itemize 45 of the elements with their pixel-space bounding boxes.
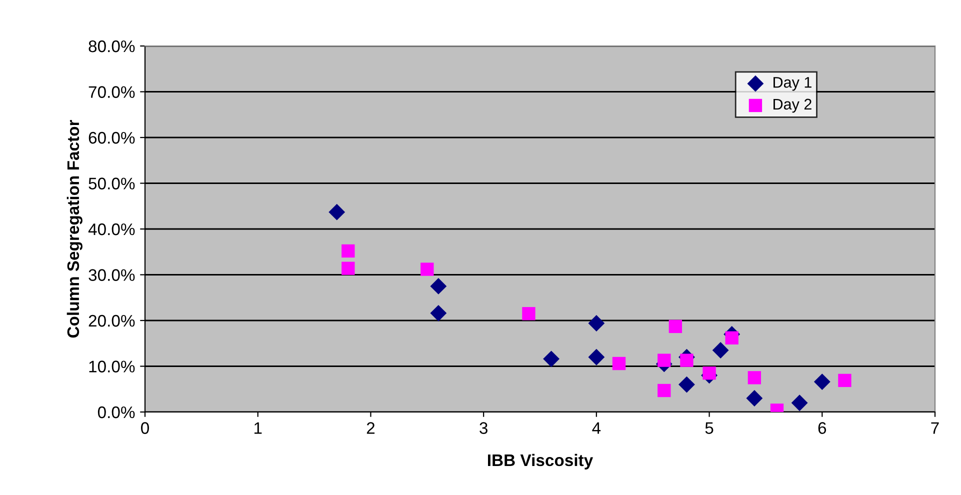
- y-tick-label: 50.0%: [88, 178, 135, 190]
- x-tick-label: 1: [254, 422, 262, 434]
- point: [814, 374, 830, 390]
- point: [342, 262, 355, 275]
- point: [748, 371, 762, 384]
- y-tick-label: 0.0%: [98, 406, 135, 418]
- point: [420, 262, 434, 276]
- x-tick-label: 4: [592, 422, 601, 434]
- point: [522, 307, 536, 320]
- point: [680, 354, 694, 367]
- point: [658, 384, 671, 398]
- point: [342, 244, 355, 258]
- point: [328, 204, 346, 220]
- point: [543, 350, 560, 368]
- y-tick-label: 20.0%: [88, 314, 135, 327]
- point: [725, 331, 738, 344]
- y-tick-label: 80.0%: [88, 40, 135, 52]
- legend-label: Day 2: [774, 98, 812, 113]
- point: [678, 376, 695, 393]
- point: [702, 366, 716, 380]
- x-axis-title: IBB Viscosity: [488, 454, 594, 470]
- point: [658, 354, 671, 367]
- legend-label: Day 1: [774, 77, 812, 91]
- point: [838, 374, 852, 388]
- x-tick-label: 3: [480, 422, 488, 434]
- point: [712, 342, 729, 358]
- y-tick-label: 60.0%: [88, 132, 135, 144]
- x-tick-label: 5: [705, 422, 714, 434]
- y-tick-label: 10.0%: [89, 360, 135, 372]
- point: [430, 278, 447, 294]
- y-tick-label: 30.0%: [88, 269, 135, 281]
- y-axis-title: Column Segregation Factor: [66, 120, 82, 338]
- point: [746, 390, 763, 406]
- point: [588, 315, 605, 332]
- point: [588, 348, 605, 366]
- point: [612, 356, 626, 370]
- x-tick-label: 2: [366, 422, 375, 434]
- x-tick-label: 0: [141, 422, 149, 434]
- point: [668, 320, 682, 334]
- point: [430, 304, 447, 322]
- y-tick-label: 40.0%: [88, 223, 135, 236]
- point: [791, 394, 808, 412]
- y-tick-label: 70.0%: [88, 86, 135, 98]
- x-tick-label: 7: [931, 422, 939, 434]
- x-tick-label: 6: [818, 422, 826, 434]
